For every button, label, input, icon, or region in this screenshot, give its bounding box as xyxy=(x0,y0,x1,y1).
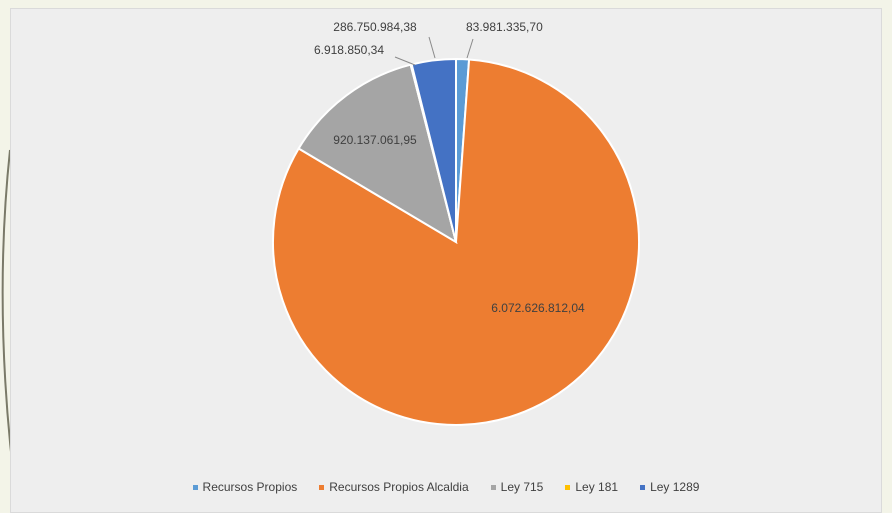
legend-label: Ley 715 xyxy=(500,480,544,494)
legend-swatch xyxy=(640,484,646,490)
leader-line xyxy=(394,56,416,66)
legend-label: Recursos Propios xyxy=(202,480,298,494)
legend-label: Recursos Propios Alcaldia xyxy=(329,480,469,494)
legend-label: Ley 181 xyxy=(575,480,619,494)
legend-item: Ley 1289 xyxy=(640,480,699,494)
legend-swatch xyxy=(565,484,571,490)
pie-slice-ley-715 xyxy=(297,63,458,245)
legend-item: Recursos Propios Alcaldia xyxy=(319,480,469,494)
legend-item: Ley 181 xyxy=(565,480,618,494)
data-label: 6.072.626.812,04 xyxy=(491,301,585,315)
chart-panel: 83.981.335,70 6.072.626.812,04 920.137.061… xyxy=(10,8,882,513)
legend-swatch xyxy=(490,484,496,490)
legend-item: Recursos Propios xyxy=(192,480,298,494)
data-label: 286.750.984,38 xyxy=(333,20,417,34)
pie-slice-ley-1289 xyxy=(410,57,457,243)
legend-swatch xyxy=(319,484,325,490)
legend-label: Ley 1289 xyxy=(650,480,700,494)
legend-item: Ley 715 xyxy=(490,480,544,494)
legend-swatch xyxy=(192,484,198,490)
data-label: 6.918.850,34 xyxy=(314,43,384,57)
data-label: 83.981.335,70 xyxy=(466,20,543,34)
leader-line xyxy=(466,38,474,59)
leader-line xyxy=(428,36,436,59)
data-label: 920.137.061,95 xyxy=(333,133,417,147)
chart-legend: Recursos Propios Recursos Propios Alcaldi… xyxy=(11,480,881,494)
pie-chart: 83.981.335,70 6.072.626.812,04 920.137.061… xyxy=(272,20,640,426)
